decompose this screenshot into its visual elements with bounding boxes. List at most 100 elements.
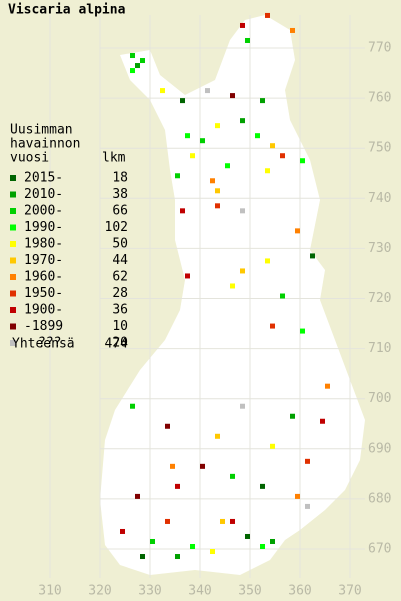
observation-cell xyxy=(215,123,220,129)
easting-label: 330 xyxy=(138,584,161,599)
observation-cell xyxy=(240,268,245,274)
northing-label: 730 xyxy=(368,241,391,256)
observation-cell xyxy=(180,98,185,104)
observation-cell xyxy=(280,153,285,159)
legend-count: 62 xyxy=(112,270,128,285)
easting-label: 340 xyxy=(188,584,211,599)
observation-cell xyxy=(220,518,225,524)
easting-label: 370 xyxy=(338,584,361,599)
legend-label: -1899 xyxy=(24,319,63,334)
observation-cell xyxy=(295,493,300,499)
legend-swatch xyxy=(10,307,16,313)
legend-swatch xyxy=(10,224,16,231)
observation-cell xyxy=(245,37,250,43)
observation-cell xyxy=(180,208,185,214)
legend-count: 44 xyxy=(112,253,128,268)
legend-total-label: Yhteensä xyxy=(12,337,75,352)
observation-cell xyxy=(240,403,245,409)
land xyxy=(100,15,365,575)
legend-count: 20 xyxy=(112,336,128,351)
northing-label: 720 xyxy=(368,291,391,306)
observation-cell xyxy=(265,168,270,174)
northing-label: 770 xyxy=(368,41,391,56)
legend-label: 1900- xyxy=(24,303,63,318)
legend-label: 1990- xyxy=(24,220,63,235)
legend-count: 28 xyxy=(112,286,128,301)
cells xyxy=(120,12,330,560)
observation-cell xyxy=(120,528,125,534)
observation-cell xyxy=(170,463,175,469)
title: Viscaria alpina xyxy=(8,3,126,18)
northing-label: 710 xyxy=(368,341,391,356)
observation-cell xyxy=(215,203,220,209)
observation-cell xyxy=(280,293,285,299)
legend-count: 10 xyxy=(112,319,128,334)
observation-cell xyxy=(265,12,270,18)
observation-cell xyxy=(240,208,245,214)
observation-cell xyxy=(205,88,210,94)
legend-swatch xyxy=(10,191,16,198)
easting-label: 320 xyxy=(88,584,111,599)
legend-swatch xyxy=(10,274,16,280)
legend-label: 2015- xyxy=(24,171,63,186)
observation-cell xyxy=(310,253,315,259)
legend-swatch xyxy=(10,241,16,247)
legend-label: 1960- xyxy=(24,270,63,285)
observation-cell xyxy=(300,328,305,334)
observation-cell xyxy=(300,158,305,164)
legend-label: ??? xyxy=(38,336,61,351)
observation-cell xyxy=(215,188,220,194)
legend-swatch xyxy=(10,290,16,297)
observation-cell xyxy=(255,133,260,139)
legend-count: 36 xyxy=(112,303,128,318)
observation-cell xyxy=(290,27,295,33)
observation-cell xyxy=(225,163,230,169)
legend-count: 38 xyxy=(112,187,128,202)
observation-cell xyxy=(130,68,135,74)
legend-swatch xyxy=(10,208,16,214)
legend-swatch xyxy=(10,257,16,264)
legend-count: 50 xyxy=(112,237,128,252)
observation-cell xyxy=(190,153,195,159)
observation-cell xyxy=(215,433,220,439)
observation-cell xyxy=(230,283,235,289)
observation-cell xyxy=(210,549,215,555)
observation-cell xyxy=(260,544,265,549)
legend-label: 1950- xyxy=(24,286,63,301)
observation-cell xyxy=(165,423,170,429)
northing-label: 740 xyxy=(368,191,391,206)
legend-label: 2010- xyxy=(24,187,63,202)
observation-cell xyxy=(185,273,190,279)
observation-cell xyxy=(200,138,205,144)
observation-cell xyxy=(305,458,310,464)
observation-cell xyxy=(175,483,180,489)
northing-label: 670 xyxy=(368,542,391,557)
legend-label: 2000- xyxy=(24,204,63,219)
legend-total: 474 xyxy=(105,337,129,352)
northing-label: 690 xyxy=(368,441,391,456)
grid xyxy=(49,15,365,578)
observation-cell xyxy=(295,228,300,234)
observation-cell xyxy=(270,143,275,149)
legend-heading: havainnon xyxy=(10,137,80,152)
observation-cell xyxy=(305,503,310,509)
observation-cell xyxy=(245,533,250,539)
observation-cell xyxy=(240,22,245,28)
legend-heading: Uusimman xyxy=(10,123,73,138)
observation-cell xyxy=(270,443,275,449)
observation-cell xyxy=(190,544,195,549)
observation-cell xyxy=(130,403,135,409)
observation-cell xyxy=(175,554,180,560)
observation-cell xyxy=(140,554,145,560)
legend-count: 18 xyxy=(112,171,128,186)
observation-cell xyxy=(230,93,235,99)
observation-cell xyxy=(165,518,170,524)
observation-cell xyxy=(270,538,275,544)
observation-cell xyxy=(230,473,235,479)
observation-cell xyxy=(260,98,265,104)
northing-label: 760 xyxy=(368,91,391,106)
northing-label: 700 xyxy=(368,391,391,406)
northing-label: 750 xyxy=(368,141,391,156)
observation-cell xyxy=(290,413,295,419)
